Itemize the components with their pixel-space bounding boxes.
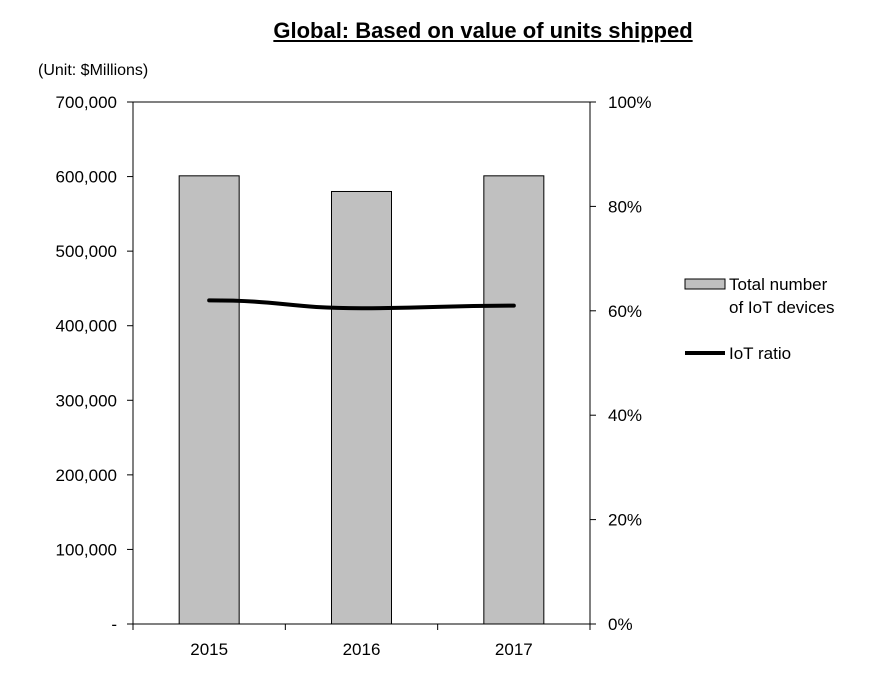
left-axis-tick-label: - — [111, 615, 117, 634]
right-axis-tick-label: 40% — [608, 406, 642, 425]
left-axis-tick-label: 700,000 — [56, 93, 117, 112]
right-axis-tick-label: 80% — [608, 197, 642, 216]
bar-2016 — [331, 190, 392, 625]
right-axis-tick-label: 20% — [608, 511, 642, 530]
left-axis-tick-label: 400,000 — [56, 317, 117, 336]
right-axis-tick-label: 60% — [608, 302, 642, 321]
legend-label-bar: of IoT devices — [729, 298, 835, 317]
x-axis-tick-label: 2015 — [190, 640, 228, 659]
left-axis-tick-label: 500,000 — [56, 242, 117, 261]
right-axis-tick-label: 100% — [608, 93, 651, 112]
legend-label-bar: Total number — [729, 275, 828, 294]
legend-swatch-bar — [684, 278, 726, 290]
right-axis-tick-label: 0% — [608, 615, 633, 634]
left-axis-tick-label: 300,000 — [56, 391, 117, 410]
chart-title: Global: Based on value of units shipped — [273, 18, 693, 43]
unit-label: (Unit: $Millions) — [38, 62, 149, 79]
bar-2017 — [483, 175, 545, 625]
left-axis-tick-label: 200,000 — [56, 466, 117, 485]
left-axis-tick-label: 600,000 — [56, 168, 117, 187]
legend-label-line: IoT ratio — [729, 344, 791, 363]
bar-2015 — [178, 175, 240, 625]
left-axis-tick-label: 100,000 — [56, 540, 117, 559]
x-axis-tick-label: 2016 — [343, 640, 381, 659]
x-axis-tick-label: 2017 — [495, 640, 533, 659]
